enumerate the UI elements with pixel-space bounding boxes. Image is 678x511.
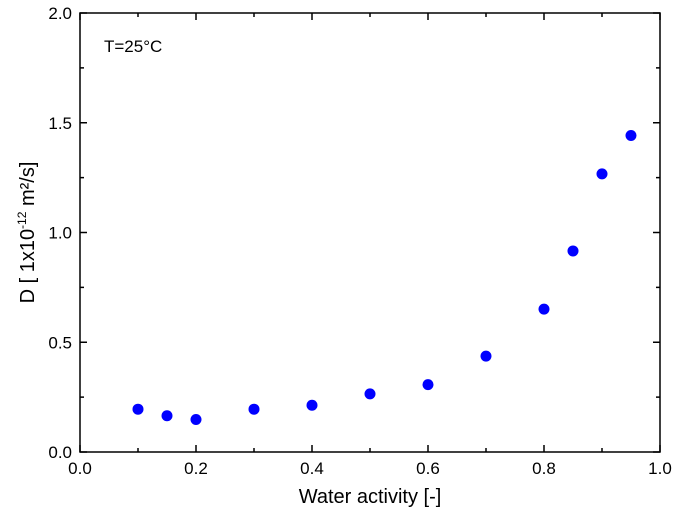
data-point <box>364 388 376 400</box>
data-point <box>161 410 173 422</box>
y-tick-label: 0.5 <box>48 333 72 352</box>
data-point <box>596 168 608 180</box>
axis-tick-labels: 0.0 0.2 0.4 0.6 0.8 1.0 0.0 0.5 1.0 1.5 2.0 <box>48 4 671 478</box>
y-axis-title-exponent: -12 <box>15 211 29 229</box>
data-point <box>306 399 318 411</box>
y-axis-title: D [ 1x10-12 m²/s] <box>15 162 39 304</box>
data-point <box>538 303 550 315</box>
data-point <box>567 245 579 257</box>
x-tick-label: 0.0 <box>68 459 92 478</box>
x-tick-label: 0.2 <box>184 459 208 478</box>
y-tick-label: 0.0 <box>48 443 72 462</box>
y-axis-title-suffix: m²/s] <box>17 162 39 212</box>
axis-ticks <box>79 12 661 453</box>
data-point <box>132 403 144 415</box>
x-tick-label: 1.0 <box>648 459 672 478</box>
y-tick-label: 1.5 <box>48 114 72 133</box>
x-tick-label: 0.8 <box>532 459 556 478</box>
data-point <box>248 403 260 415</box>
plot-frame <box>79 12 661 453</box>
annotation-temperature: T=25°C <box>104 37 162 56</box>
y-tick-label: 2.0 <box>48 4 72 23</box>
data-point <box>190 414 202 426</box>
x-tick-label: 0.6 <box>416 459 440 478</box>
data-point <box>422 379 434 391</box>
x-axis-title: Water activity [-] <box>299 486 442 508</box>
x-tick-label: 0.4 <box>300 459 324 478</box>
data-point <box>625 129 637 141</box>
data-point <box>480 350 492 362</box>
y-tick-label: 1.0 <box>48 224 72 243</box>
data-points <box>132 129 637 426</box>
y-axis-title-prefix: D [ 1x10 <box>17 229 39 303</box>
